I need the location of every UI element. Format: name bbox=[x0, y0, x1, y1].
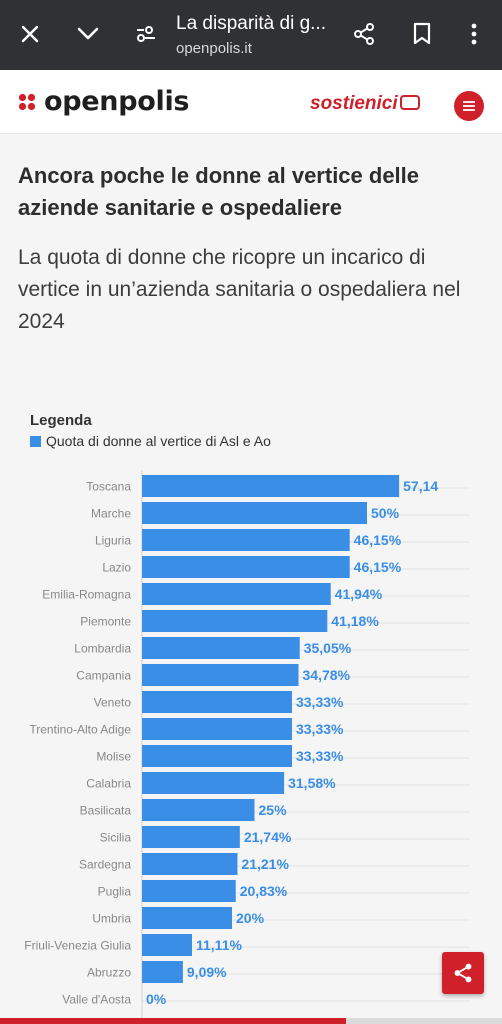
bar[interactable] bbox=[142, 934, 192, 956]
bar[interactable] bbox=[142, 664, 299, 686]
bar[interactable] bbox=[142, 556, 350, 578]
openpolis-logo[interactable]: openpolis bbox=[18, 86, 189, 117]
category-label: Lazio bbox=[102, 561, 131, 575]
share-icon bbox=[454, 963, 472, 983]
category-label: Veneto bbox=[94, 696, 132, 710]
data-label: 41,94% bbox=[335, 586, 383, 602]
data-label: 31,58% bbox=[288, 775, 336, 791]
logo-text: openpolis bbox=[44, 86, 190, 117]
article-subtitle: La quota di donne che ricopre un incaric… bbox=[18, 246, 461, 333]
hamburger-icon bbox=[463, 101, 475, 111]
bar[interactable] bbox=[142, 853, 238, 875]
data-label: 33,33% bbox=[296, 694, 344, 710]
lightning-icon bbox=[399, 95, 420, 110]
data-label: 46,15% bbox=[354, 559, 402, 575]
reading-progress-fill bbox=[0, 1018, 347, 1024]
category-label: Lombardia bbox=[74, 642, 131, 656]
category-label: Liguria bbox=[95, 534, 131, 548]
bar[interactable] bbox=[142, 907, 232, 929]
category-label: Marche bbox=[91, 507, 131, 521]
category-label: Toscana bbox=[86, 480, 131, 494]
bar[interactable] bbox=[142, 583, 331, 605]
bar[interactable] bbox=[142, 529, 350, 551]
category-label: Valle d'Aosta bbox=[62, 993, 131, 1007]
category-label: Umbria bbox=[92, 912, 131, 926]
bar[interactable] bbox=[142, 880, 236, 902]
category-label: Trentino-Alto Adige bbox=[29, 723, 131, 737]
legend-label: Quota di donne al vertice di Asl e Ao bbox=[46, 433, 271, 449]
collapse-button[interactable] bbox=[68, 14, 108, 54]
bar[interactable] bbox=[142, 610, 328, 632]
data-label: 9,09% bbox=[187, 964, 227, 980]
share-button[interactable] bbox=[344, 14, 384, 54]
site-header: openpolis sostienici bbox=[0, 70, 502, 134]
category-label: Molise bbox=[96, 750, 131, 764]
site-settings-icon bbox=[137, 26, 155, 42]
more-options-button[interactable] bbox=[454, 14, 494, 54]
bar[interactable] bbox=[142, 961, 183, 983]
bar[interactable] bbox=[142, 502, 367, 524]
data-label: 34,78% bbox=[303, 667, 351, 683]
bar[interactable] bbox=[142, 718, 292, 740]
data-label: 21,21% bbox=[241, 856, 289, 872]
bar[interactable] bbox=[142, 799, 255, 821]
support-link[interactable]: sostienici bbox=[310, 93, 420, 115]
legend-swatch bbox=[30, 435, 41, 447]
chevron-down-icon bbox=[77, 27, 99, 40]
data-label: 35,05% bbox=[304, 640, 352, 656]
bar[interactable] bbox=[142, 691, 292, 713]
category-label: Friuli-Venezia Giulia bbox=[24, 939, 131, 953]
bar[interactable] bbox=[142, 772, 285, 794]
article-headline: Ancora poche le donne al vertice delle a… bbox=[18, 163, 420, 220]
category-label: Sicilia bbox=[100, 831, 132, 845]
data-label: 33,33% bbox=[296, 748, 344, 764]
data-label: 41,18% bbox=[331, 613, 379, 629]
close-icon bbox=[21, 25, 39, 43]
category-label: Emilia-Romagna bbox=[42, 588, 131, 602]
floating-share-button[interactable] bbox=[442, 952, 484, 994]
data-label: 11,11% bbox=[196, 937, 242, 953]
category-label: Basilicata bbox=[80, 804, 132, 818]
bar-chart: Toscana 57,14 Marche 50% Liguria 46,15% Lazio 4… bbox=[24, 470, 470, 1018]
legend-title: Legenda bbox=[30, 412, 92, 429]
bar[interactable] bbox=[142, 745, 292, 767]
more-vert-icon bbox=[471, 23, 477, 45]
data-label: 20,83% bbox=[240, 883, 288, 899]
category-label: Puglia bbox=[98, 885, 132, 899]
bookmark-button[interactable] bbox=[402, 14, 442, 54]
page-url[interactable]: openpolis.it bbox=[176, 40, 252, 57]
category-label: Abruzzo bbox=[87, 966, 131, 980]
legend-item[interactable]: Quota di donne al vertice di Asl e Ao bbox=[30, 433, 271, 449]
data-label: 0% bbox=[146, 991, 167, 1007]
data-label: 25% bbox=[259, 802, 288, 818]
browser-toolbar: La disparità di g... openpolis.it bbox=[0, 0, 502, 70]
share-icon bbox=[354, 23, 374, 45]
category-label: Calabria bbox=[86, 777, 131, 791]
bar[interactable] bbox=[142, 475, 400, 497]
logo-mark-icon bbox=[18, 93, 36, 110]
menu-button[interactable] bbox=[454, 91, 484, 121]
data-label: 21,74% bbox=[244, 829, 292, 845]
category-label: Sardegna bbox=[79, 858, 131, 872]
data-label: 50% bbox=[371, 505, 400, 521]
close-button[interactable] bbox=[10, 14, 50, 54]
data-label: 33,33% bbox=[296, 721, 344, 737]
reading-progress-bar bbox=[0, 1018, 502, 1024]
category-label: Campania bbox=[76, 669, 131, 683]
tab-title[interactable]: La disparità di g... bbox=[176, 13, 326, 34]
category-label: Piemonte bbox=[80, 615, 131, 629]
bar[interactable] bbox=[142, 637, 300, 659]
data-label: 46,15% bbox=[354, 532, 402, 548]
bookmark-icon bbox=[413, 22, 431, 45]
support-label: sostienici bbox=[310, 93, 398, 114]
site-settings-button[interactable] bbox=[126, 14, 166, 54]
data-label: 20% bbox=[236, 910, 265, 926]
bar[interactable] bbox=[142, 826, 240, 848]
data-label: 57,14 bbox=[403, 478, 438, 494]
